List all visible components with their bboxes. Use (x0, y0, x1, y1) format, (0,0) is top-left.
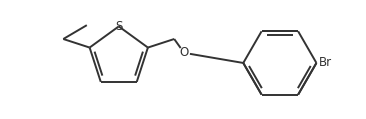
Text: O: O (179, 46, 189, 59)
Text: S: S (115, 20, 123, 33)
Text: Br: Br (318, 56, 332, 69)
